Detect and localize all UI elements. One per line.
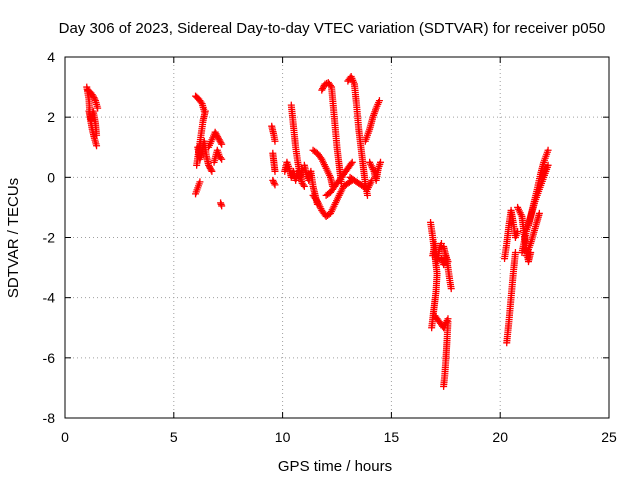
y-tick-label: -8: [43, 410, 56, 426]
y-tick-label: -4: [43, 290, 56, 306]
y-tick-label: 0: [47, 169, 55, 185]
data-point: [326, 82, 334, 90]
chart-title: Day 306 of 2023, Sidereal Day-to-day VTE…: [59, 20, 606, 37]
data-point: [212, 130, 220, 138]
data-point: [348, 158, 356, 166]
data-point: [214, 133, 222, 141]
data-point: [94, 104, 102, 112]
tick-labels: 0 5 10 15 20 25 -8 -6 -4 -2 0 2 4: [43, 49, 617, 445]
data-point: [218, 155, 226, 163]
data-point: [270, 179, 278, 187]
x-tick-label: 20: [492, 429, 508, 445]
data-point: [205, 161, 213, 169]
x-tick-label: 0: [61, 429, 69, 445]
data-point: [440, 382, 448, 390]
data-point: [444, 258, 452, 266]
data-point: [269, 176, 277, 184]
data-point: [511, 249, 519, 257]
data-point: [319, 85, 327, 93]
data-point: [363, 191, 371, 199]
data-point: [213, 131, 221, 139]
data-point: [216, 137, 224, 145]
data-point: [271, 167, 279, 175]
data-point: [218, 140, 226, 148]
y-tick-label: 2: [47, 109, 55, 125]
x-tick-label: 5: [170, 429, 178, 445]
data-point: [300, 182, 308, 190]
data-point: [91, 95, 99, 103]
data-point: [207, 166, 215, 174]
data-point: [206, 164, 214, 172]
data-point: [347, 160, 355, 168]
data-points: [83, 73, 552, 390]
data-point: [217, 139, 225, 147]
data-point: [205, 163, 213, 171]
x-tick-label: 25: [601, 429, 617, 445]
data-point: [89, 92, 97, 100]
data-point: [544, 161, 552, 169]
y-tick-label: -6: [43, 350, 56, 366]
plot-area-border: [64, 56, 610, 419]
data-point: [215, 136, 223, 144]
y-tick-label: 4: [47, 49, 55, 65]
data-point: [447, 285, 455, 293]
data-point: [271, 181, 279, 189]
data-point: [377, 158, 385, 166]
data-point: [214, 134, 222, 142]
data-point: [428, 324, 436, 332]
data-point: [218, 202, 226, 210]
data-point: [201, 107, 209, 115]
y-tick-label: -2: [43, 230, 56, 246]
data-point: [93, 142, 101, 150]
data-point: [217, 154, 225, 162]
data-point: [211, 128, 219, 136]
data-point: [318, 86, 326, 94]
x-tick-label: 10: [275, 429, 291, 445]
data-point: [319, 83, 327, 91]
data-point: [271, 137, 279, 145]
data-point: [535, 209, 543, 217]
data-point: [299, 181, 307, 189]
x-tick-label: 15: [384, 429, 400, 445]
data-point: [270, 178, 278, 186]
data-point: [375, 97, 383, 105]
data-point: [197, 98, 205, 106]
data-point: [208, 167, 216, 175]
y-axis-title: SDTVAR / TECUs: [5, 178, 22, 298]
data-point: [196, 178, 204, 186]
data-point: [93, 131, 101, 139]
data-point: [544, 146, 552, 154]
x-axis-title: GPS time / hours: [278, 458, 392, 475]
data-point: [514, 227, 522, 235]
data-point: [90, 94, 98, 102]
